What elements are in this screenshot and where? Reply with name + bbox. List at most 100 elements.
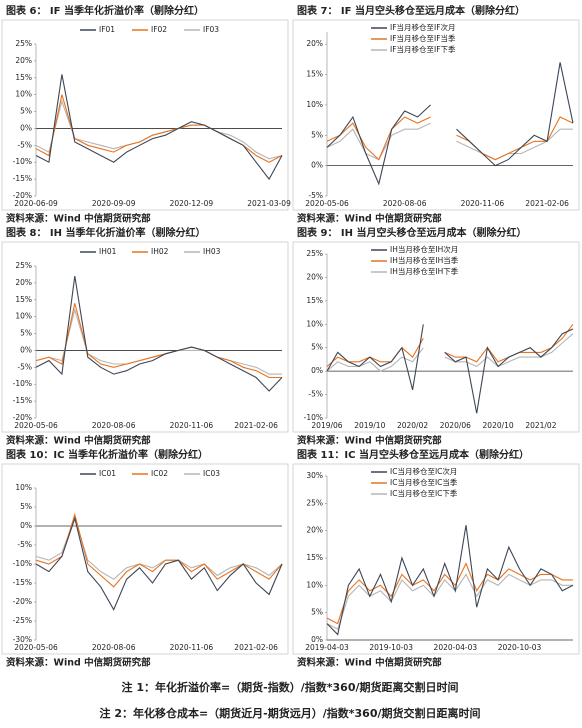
- x-tick-label: 2019-10-03: [369, 643, 413, 652]
- y-tick-label: -5%: [308, 191, 323, 200]
- y-tick-label: -30%: [13, 635, 32, 644]
- x-tick-label: 2020/02: [397, 421, 428, 430]
- y-tick-label: -5%: [17, 140, 32, 149]
- y-tick-label: -20%: [13, 191, 32, 200]
- x-tick-label: 2020-04-03: [434, 643, 478, 652]
- x-tick-label: 2020-05-06: [14, 643, 58, 652]
- y-tick-label: 20%: [306, 39, 323, 48]
- x-tick-label: 2020-06-09: [14, 199, 58, 208]
- y-tick-label: -5%: [17, 540, 32, 549]
- series-line: [326, 116, 574, 161]
- chart-title: 图表 9： IH 当月空头移仓至远月成本（剔除分红）: [297, 226, 527, 239]
- y-tick-label: 10%: [306, 580, 323, 589]
- y-tick-label: -15%: [13, 396, 32, 405]
- y-tick-label: -15%: [13, 578, 32, 587]
- x-tick-label: 2020-05-06: [305, 199, 349, 208]
- y-tick-label: 15%: [15, 295, 32, 304]
- y-tick-label: 0%: [311, 366, 323, 375]
- y-tick-label: 0%: [20, 345, 32, 354]
- y-tick-label: 15%: [306, 70, 323, 79]
- legend-label: IF当月移仓至IF下季: [390, 44, 456, 54]
- y-tick-label: 10%: [15, 483, 32, 492]
- legend-label: IH当月移仓至IH当季: [390, 255, 459, 265]
- chart-frame: [292, 463, 580, 655]
- x-tick-label: 2020-08-06: [92, 643, 136, 652]
- y-tick-label: -10%: [13, 559, 32, 568]
- legend-label: IF02: [151, 25, 167, 34]
- source: 资料来源：Wind 中信期货研究部: [6, 213, 151, 225]
- series-line: [326, 323, 574, 367]
- series-line: [35, 74, 283, 181]
- source: 资料来源：Wind 中信期货研究部: [297, 435, 442, 447]
- y-tick-label: 5%: [20, 107, 32, 116]
- legend-label: IC当月移仓至IC下季: [390, 488, 458, 498]
- x-tick-label: 2021-02-06: [234, 643, 278, 652]
- y-tick-label: 20%: [306, 272, 323, 281]
- series-line: [35, 516, 283, 580]
- x-tick-label: 2019/06: [311, 421, 342, 430]
- y-tick-label: 25%: [15, 39, 32, 48]
- series-line: [326, 525, 574, 636]
- y-tick-label: -20%: [13, 597, 32, 606]
- y-tick-label: 5%: [20, 329, 32, 338]
- note: 注 1：年化折溢价率=（期货-指数）/指数*360/期货距离交割日时间: [121, 680, 458, 694]
- y-tick-label: 15%: [306, 553, 323, 562]
- note: 注 2：年化移仓成本=（期货近月-期货远月）/指数*360/期货交割日距离时间: [99, 706, 480, 720]
- x-tick-label: 2020-11-06: [461, 199, 505, 208]
- y-tick-label: -25%: [13, 616, 32, 625]
- x-tick-label: 2020/10: [483, 421, 514, 430]
- chart-frame: [292, 19, 580, 211]
- x-tick-label: 2020-05-06: [14, 421, 58, 430]
- y-tick-label: 20%: [306, 526, 323, 535]
- y-tick-label: 10%: [306, 100, 323, 109]
- legend-label: IH01: [99, 247, 117, 256]
- y-tick-label: 25%: [306, 249, 323, 258]
- y-tick-label: -5%: [17, 362, 32, 371]
- y-tick-label: 30%: [306, 471, 323, 480]
- legend-label: IC当月移仓至IC当季: [390, 477, 458, 487]
- series-line: [326, 62, 574, 186]
- y-tick-label: 10%: [306, 319, 323, 328]
- y-tick-label: 5%: [311, 608, 323, 617]
- series-line: [35, 276, 283, 392]
- legend-label: IF当月移仓至IF次月: [390, 22, 456, 32]
- y-tick-label: 0%: [20, 521, 32, 530]
- legend-label: IH当月移仓至IH次月: [390, 244, 458, 254]
- source: 资料来源：Wind 中信期货研究部: [6, 657, 151, 669]
- y-tick-label: 20%: [15, 56, 32, 65]
- y-tick-label: -10%: [304, 413, 323, 422]
- chart-frame: [1, 19, 289, 211]
- legend-label: IC当月移仓至IC次月: [390, 466, 457, 476]
- legend-label: IF当月移仓至IF当季: [390, 33, 456, 43]
- y-tick-label: 20%: [15, 278, 32, 287]
- x-tick-label: 2021/02: [525, 421, 556, 430]
- legend-label: IC02: [151, 469, 168, 478]
- x-tick-label: 2021-03-09: [247, 199, 291, 208]
- series-line: [35, 516, 283, 611]
- y-tick-label: 0%: [20, 123, 32, 132]
- y-tick-label: -10%: [13, 379, 32, 388]
- x-tick-label: 2019/10: [354, 421, 385, 430]
- y-tick-label: 5%: [311, 343, 323, 352]
- source: 资料来源：Wind 中信期货研究部: [297, 657, 442, 669]
- chart-title: 图表 8： IH 当季年化折溢价率（剔除分红）: [6, 226, 206, 239]
- chart-title: 图表 6： IF 当季年化折溢价率（剔除分红）: [6, 4, 204, 17]
- y-tick-label: -10%: [13, 157, 32, 166]
- x-tick-label: 2020-08-06: [92, 421, 136, 430]
- x-tick-label: 2020/06: [440, 421, 471, 430]
- legend-label: IF01: [99, 25, 115, 34]
- y-tick-label: 15%: [15, 73, 32, 82]
- chart-title: 图表 7： IF 当月空头移仓至远月成本（剔除分红）: [297, 4, 525, 17]
- y-tick-label: 0%: [311, 635, 323, 644]
- x-tick-label: 2020-08-06: [383, 199, 427, 208]
- y-tick-label: 15%: [306, 296, 323, 305]
- legend-label: IC03: [203, 469, 220, 478]
- legend-label: IH当月移仓至IH下季: [390, 266, 459, 276]
- source: 资料来源：Wind 中信期货研究部: [6, 435, 151, 447]
- chart-title: 图表 10：IC 当季年化折溢价率（剔除分红）: [6, 448, 208, 461]
- y-tick-label: 25%: [15, 261, 32, 270]
- x-tick-label: 2020-11-06: [170, 421, 214, 430]
- series-line: [326, 324, 574, 414]
